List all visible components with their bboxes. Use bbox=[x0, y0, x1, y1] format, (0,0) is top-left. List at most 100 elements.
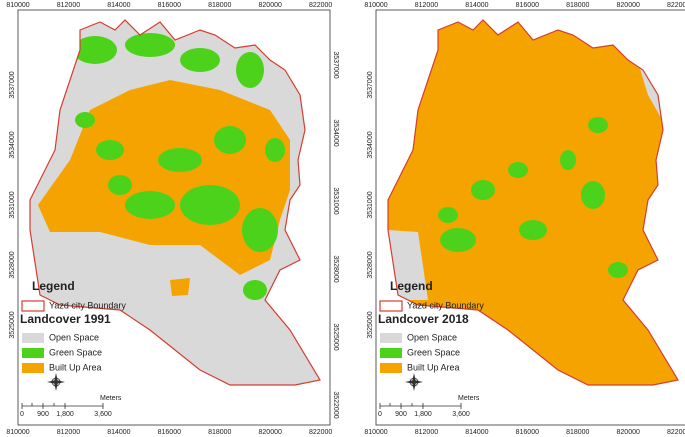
green-space bbox=[73, 36, 117, 64]
scale-label: 3,600 bbox=[94, 411, 112, 418]
map-panel: 810000 812000 814000 816000 818000 820000 8220… bbox=[6, 2, 339, 436]
x-coord-label: 812000 bbox=[415, 2, 438, 9]
landcover bbox=[388, 20, 678, 385]
green-space bbox=[471, 180, 495, 200]
y-coord-label: 3537000 bbox=[332, 51, 339, 78]
y-coord-label: 3522000 bbox=[332, 391, 339, 418]
green-space bbox=[440, 228, 476, 252]
x-coord-label: 820000 bbox=[617, 429, 640, 436]
scale-bar bbox=[21, 403, 104, 409]
x-coord-label: 820000 bbox=[259, 429, 282, 436]
y-coord-label: 3525000 bbox=[9, 311, 16, 338]
green-space bbox=[125, 33, 175, 57]
x-coord-label: 818000 bbox=[208, 429, 231, 436]
green-space bbox=[581, 181, 605, 209]
scale-label: 3,600 bbox=[452, 411, 470, 418]
legend-swatch bbox=[22, 348, 44, 358]
green-space bbox=[75, 112, 95, 128]
legend-label: Built Up Area bbox=[407, 362, 460, 372]
scale-label: 1,800 bbox=[56, 411, 74, 418]
scale-label: 900 bbox=[37, 411, 49, 418]
x-coord-label: 816000 bbox=[516, 429, 539, 436]
green-space bbox=[508, 162, 528, 178]
x-coord-label: 818000 bbox=[566, 429, 589, 436]
north-arrow bbox=[405, 373, 423, 391]
green-space bbox=[588, 117, 608, 133]
green-space bbox=[180, 48, 220, 72]
scale-bar bbox=[379, 403, 462, 409]
green-space bbox=[125, 191, 175, 219]
x-coord-label: 822000 bbox=[667, 429, 685, 436]
x-coord-label: 810000 bbox=[364, 429, 387, 436]
y-coord-label: 3537000 bbox=[9, 71, 16, 98]
x-coord-label: 814000 bbox=[465, 2, 488, 9]
open-space bbox=[388, 230, 428, 300]
landcover bbox=[30, 20, 320, 385]
green-space bbox=[108, 175, 132, 195]
y-coord-label: 3525000 bbox=[332, 323, 339, 350]
green-space bbox=[560, 150, 576, 170]
y-coord-label: 3534000 bbox=[332, 119, 339, 146]
legend-swatch bbox=[380, 348, 402, 358]
city-boundary bbox=[387, 19, 679, 386]
legend-label: Green Space bbox=[49, 347, 102, 357]
x-coord-label: 822000 bbox=[309, 2, 332, 9]
legend-swatch bbox=[380, 333, 402, 343]
x-coord-label: 816000 bbox=[158, 2, 181, 9]
scale-label: 0 bbox=[20, 411, 24, 418]
scale-unit: Meters bbox=[458, 395, 480, 402]
built-up-area bbox=[170, 278, 190, 296]
y-coord-label: 3534000 bbox=[9, 131, 16, 158]
y-coord-label: 3531000 bbox=[9, 191, 16, 218]
x-coord-label: 810000 bbox=[6, 429, 29, 436]
x-coord-label: 810000 bbox=[6, 2, 29, 9]
green-space bbox=[158, 148, 202, 172]
map-panel: 810000 812000 814000 816000 818000 820000 8220… bbox=[364, 2, 685, 436]
city-boundary bbox=[29, 19, 321, 386]
x-coord-label: 812000 bbox=[57, 429, 80, 436]
green-space bbox=[608, 262, 628, 278]
x-coord-label: 818000 bbox=[208, 2, 231, 9]
legend-label: Yazd city Boundary bbox=[407, 300, 484, 310]
x-coord-label: 812000 bbox=[415, 429, 438, 436]
green-space bbox=[242, 208, 278, 252]
y-coord-label: 3525000 bbox=[367, 311, 374, 338]
green-space bbox=[180, 185, 240, 225]
x-coord-label: 814000 bbox=[465, 429, 488, 436]
x-coord-label: 820000 bbox=[259, 2, 282, 9]
x-coord-label: 812000 bbox=[57, 2, 80, 9]
y-coord-label: 3528000 bbox=[9, 251, 16, 278]
legend-swatch bbox=[21, 300, 45, 312]
y-coord-label: 3537000 bbox=[367, 71, 374, 98]
x-coord-label: 816000 bbox=[516, 2, 539, 9]
legend-swatch bbox=[22, 333, 44, 343]
scale-label: 1,800 bbox=[414, 411, 432, 418]
green-space bbox=[519, 220, 547, 240]
legend-swatch bbox=[379, 300, 403, 312]
legend-subtitle: Landcover 2018 bbox=[378, 312, 469, 326]
built-up-area bbox=[388, 20, 678, 385]
green-space bbox=[243, 280, 267, 300]
legend-label: Open Space bbox=[407, 332, 457, 342]
x-coord-label: 818000 bbox=[566, 2, 589, 9]
green-space bbox=[438, 207, 458, 223]
green-space bbox=[96, 140, 124, 160]
y-coord-label: 3531000 bbox=[367, 191, 374, 218]
legend-swatch bbox=[380, 363, 402, 373]
x-coord-label: 822000 bbox=[667, 2, 685, 9]
green-space bbox=[214, 126, 246, 154]
legend-label: Yazd city Boundary bbox=[49, 300, 126, 310]
legend-title: Legend bbox=[32, 279, 75, 293]
scale-label: 900 bbox=[395, 411, 407, 418]
x-coord-label: 814000 bbox=[107, 429, 130, 436]
x-coord-label: 814000 bbox=[107, 2, 130, 9]
map-frame bbox=[375, 9, 685, 426]
legend-label: Open Space bbox=[49, 332, 99, 342]
x-coord-label: 816000 bbox=[158, 429, 181, 436]
x-coord-label: 822000 bbox=[309, 429, 332, 436]
y-coord-label: 3528000 bbox=[367, 251, 374, 278]
legend-label: Green Space bbox=[407, 347, 460, 357]
x-coord-label: 810000 bbox=[364, 2, 387, 9]
north-arrow bbox=[47, 373, 65, 391]
